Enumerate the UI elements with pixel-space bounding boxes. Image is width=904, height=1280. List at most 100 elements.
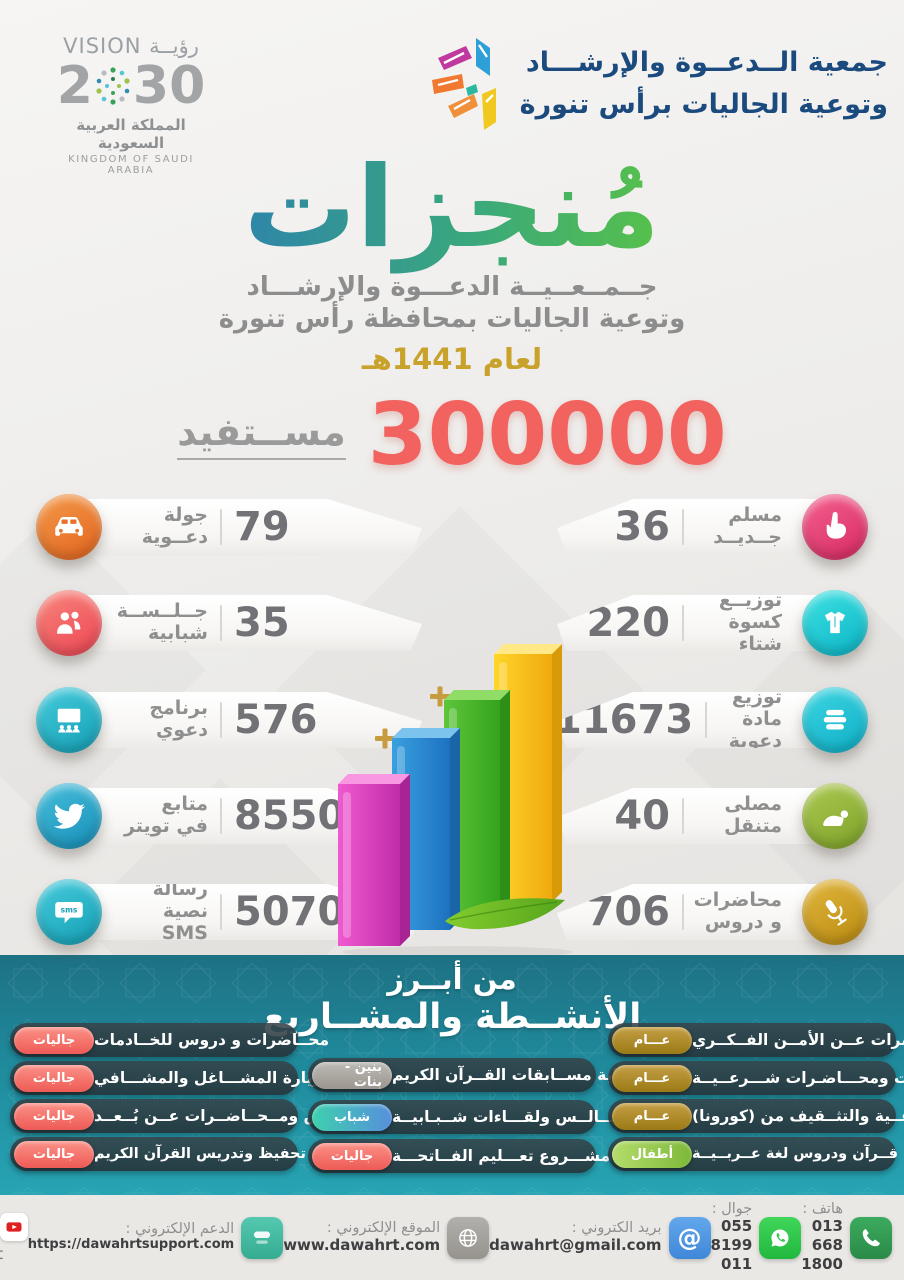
org-name: جمعية الــدعــوة والإرشـــاد وتوعية الجا… bbox=[520, 42, 888, 126]
microphone-icon bbox=[802, 879, 868, 945]
activity-badge: بنين - بنات bbox=[312, 1060, 392, 1090]
svg-text:sms: sms bbox=[61, 906, 78, 915]
email-value[interactable]: dawahrt@gmail.com bbox=[489, 1236, 662, 1255]
stat-divider bbox=[220, 702, 222, 738]
website-value[interactable]: www.dawahrt.com bbox=[283, 1236, 441, 1255]
activity-pill: جاليات دروس ومــحــاضــرات عــن بُــعــد bbox=[10, 1099, 351, 1133]
year-line: لعام 1441هـ bbox=[361, 342, 543, 376]
activity-pill: جاليات محــاضرات و دروس للخــادمات bbox=[10, 1023, 329, 1057]
activity-text: حلــقــات قــرآن ودروس لغة عــربــيــة bbox=[692, 1146, 904, 1162]
stat-row-dawah-tours: جولة دعــوية 79 bbox=[36, 494, 423, 560]
activity-text: محــاضرات و دروس للخــادمات bbox=[94, 1031, 330, 1049]
stat-divider bbox=[682, 894, 684, 930]
activity-badge: جاليات bbox=[14, 1026, 94, 1054]
activity-badge: جاليات bbox=[14, 1064, 94, 1092]
activity-pill: جاليات مشـــروع تعـــليم الفــاتحـــة bbox=[308, 1139, 610, 1173]
twitter-icon bbox=[36, 783, 102, 849]
support-icon bbox=[241, 1216, 284, 1259]
phone-value[interactable]: 013 668 1800 bbox=[801, 1217, 843, 1273]
phone-icon bbox=[850, 1216, 892, 1259]
support-value[interactable]: https://dawahrtsupport.com bbox=[27, 1237, 235, 1253]
vision-year: 2 30 bbox=[56, 56, 206, 116]
activity-text: حلقات تحفيظ وتدريس القرآن الكريم bbox=[94, 1146, 358, 1162]
stat-value: 79 bbox=[234, 504, 290, 550]
main-title: مُنجزات bbox=[244, 143, 660, 273]
jacket-icon bbox=[802, 590, 868, 656]
stat-value: 8550 bbox=[234, 793, 346, 839]
social-icons: f @dawahrt bbox=[0, 1212, 28, 1263]
mobile-label: جوال : bbox=[711, 1201, 753, 1218]
vision-word-en: VISION bbox=[63, 34, 142, 58]
org-logo: جمعية الــدعــوة والإرشـــاد وتوعية الجا… bbox=[431, 36, 888, 132]
social-handle[interactable]: @dawahrt bbox=[0, 1244, 9, 1263]
stat-divider bbox=[220, 798, 222, 834]
stat-value: 576 bbox=[234, 697, 318, 743]
total-number: 300000 bbox=[367, 385, 727, 485]
vision-wordmark: VISION رؤيــة bbox=[46, 34, 216, 58]
stat-divider bbox=[705, 702, 707, 738]
stat-row-dawah-materials: 11673 توزيع مادة دعوية bbox=[552, 687, 868, 753]
books-icon bbox=[802, 687, 868, 753]
activity-badge: أطفال bbox=[612, 1140, 692, 1168]
activity-badge: عـــام bbox=[612, 1064, 692, 1092]
stat-row-sms-messages: رسالة نصية SMS 507029 sms bbox=[36, 879, 423, 945]
vision-2030-logo: VISION رؤيــة 2 30 المملكة العربية السعو… bbox=[46, 34, 216, 176]
activities-heading-2: الأنشــطة والمشــاريع bbox=[262, 997, 642, 1037]
stat-value: 35 bbox=[234, 600, 290, 646]
prayer-icon bbox=[802, 783, 868, 849]
main-title-text: مُنجزات bbox=[244, 143, 660, 273]
stat-row-new-muslims: 36 مسلم جــديــد bbox=[552, 494, 868, 560]
activity-badge: عـــام bbox=[612, 1102, 692, 1130]
whatsapp-icon bbox=[759, 1216, 802, 1259]
stat-divider bbox=[682, 605, 684, 641]
stat-value: 706 bbox=[586, 889, 671, 935]
subtitle-line1: جــمــعــيــة الدعـــوة والإرشـــاد bbox=[246, 272, 658, 302]
activity-text: محاضرات عــن الأمــن الفــكــري bbox=[692, 1031, 904, 1049]
stat-row-mobile-prayer-rooms: 40 مصلى متنقل bbox=[552, 783, 868, 849]
leaf-decoration bbox=[445, 898, 565, 930]
stat-row-winter-clothing: 220 توزيــع كسوة شتاء bbox=[552, 590, 868, 656]
stat-row-lectures-lessons: 706 محاضرات و دروس bbox=[552, 879, 868, 945]
presentation-icon bbox=[36, 687, 102, 753]
activity-pill: عـــام دورات ومحـــاضـرات شـــرعــيــة bbox=[608, 1061, 904, 1095]
stat-divider bbox=[682, 509, 684, 545]
phone-group: هاتف : 013 668 1800 bbox=[801, 1201, 892, 1273]
website-label: الموقع الإلكتروني : bbox=[326, 1220, 441, 1237]
stat-pill: جولة دعــوية 79 bbox=[46, 499, 423, 555]
website-group: الموقع الإلكتروني : www.dawahrt.com bbox=[283, 1216, 490, 1259]
stat-row-youth-sessions: جــلــســة شبابية 35 bbox=[36, 590, 423, 656]
email-group: @ بريد الكتروني : dawahrt@gmail.com bbox=[489, 1216, 711, 1259]
activity-pill: جاليات حلقات تحفيظ وتدريس القرآن الكريم bbox=[10, 1137, 358, 1171]
activity-pill: عـــام التــوعــية والتثــقيف من (كورونا… bbox=[608, 1099, 904, 1133]
activity-text: مجــالــس ولقـــاءات شــبـابيــة bbox=[392, 1108, 631, 1126]
activity-text: دروس ومــحــاضــرات عــن بُــعــد bbox=[94, 1107, 352, 1125]
org-name-line1: جمعية الــدعــوة والإرشـــاد bbox=[525, 47, 888, 79]
stat-divider bbox=[220, 894, 222, 930]
activity-text: مشـــروع تعـــليم الفــاتحـــة bbox=[392, 1147, 611, 1165]
total-beneficiaries: 300000 مســتفيد bbox=[0, 392, 904, 478]
activity-text: رعاية مســابقات القــرآن الكريم bbox=[392, 1066, 638, 1084]
globe-icon bbox=[447, 1216, 490, 1259]
email-label: بريد الكتروني : bbox=[571, 1220, 662, 1237]
activity-badge: جاليات bbox=[312, 1142, 392, 1170]
subtitle-line2: وتوعية الجاليات بمحافظة رأس تنورة bbox=[218, 304, 686, 334]
background-diamond bbox=[0, 514, 206, 826]
footer: هاتف : 013 668 1800 جوال : 055 8199 011 … bbox=[0, 1195, 904, 1280]
total-unit: مســتفيد bbox=[177, 410, 346, 460]
vision-country-en: KINGDOM OF SAUDI ARABIA bbox=[68, 154, 194, 176]
saudi-emblem-icon bbox=[96, 67, 130, 105]
activity-text: دورات ومحـــاضـرات شـــرعــيــة bbox=[692, 1069, 904, 1087]
finger-icon bbox=[802, 494, 868, 560]
youtube-icon[interactable] bbox=[0, 1212, 28, 1241]
sms-icon: sms bbox=[36, 879, 102, 945]
mobile-value[interactable]: 055 8199 011 bbox=[710, 1217, 753, 1273]
activity-text: زيارة المشـــاغل والمشـــافي bbox=[94, 1069, 322, 1087]
bar-chart-decoration bbox=[338, 644, 572, 958]
at-icon: @ bbox=[668, 1216, 711, 1259]
stat-value: 220 bbox=[586, 600, 671, 646]
activity-pill: أطفال حلــقــات قــرآن ودروس لغة عــربــ… bbox=[608, 1137, 904, 1171]
stat-value: 40 bbox=[614, 793, 670, 839]
mobile-group: جوال : 055 8199 011 bbox=[711, 1201, 802, 1273]
stat-divider bbox=[682, 798, 684, 834]
activity-pill: عـــام محاضرات عــن الأمــن الفــكــري bbox=[608, 1023, 904, 1057]
